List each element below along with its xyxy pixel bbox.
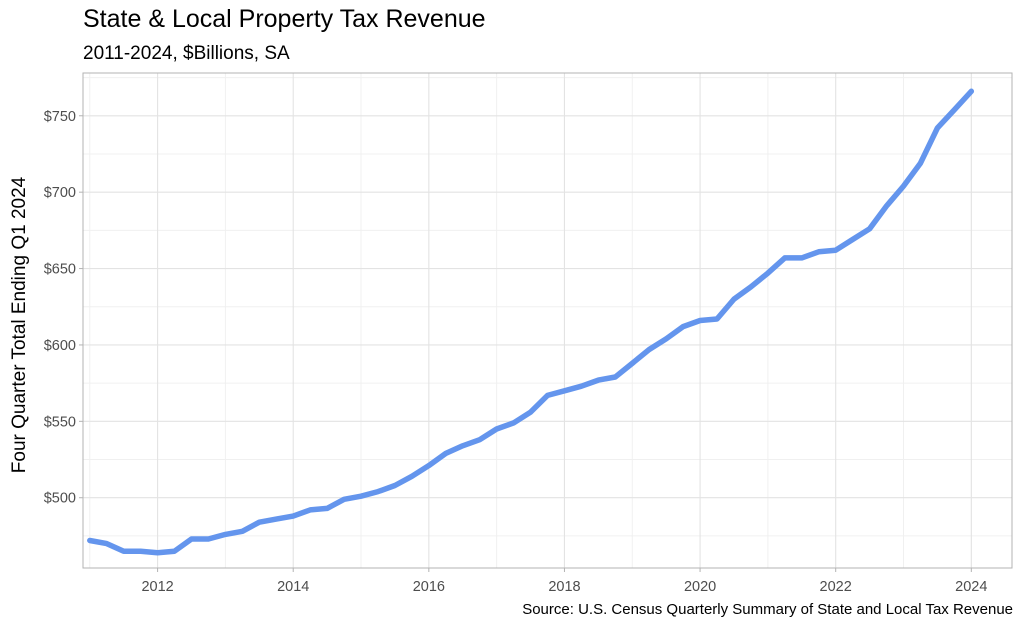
- x-tick-label: 2022: [820, 579, 852, 595]
- x-tick-label: 2014: [277, 579, 309, 595]
- y-tick-label: $600: [44, 338, 76, 354]
- x-tick-label: 2016: [413, 579, 445, 595]
- grid: [83, 73, 1012, 568]
- y-tick-label: $700: [44, 185, 76, 201]
- y-tick-label: $750: [44, 109, 76, 125]
- y-tick-label: $650: [44, 262, 76, 278]
- x-tick-label: 2012: [141, 579, 173, 595]
- plot-panel-border: [82, 72, 1013, 569]
- y-tick-label: $550: [44, 414, 76, 430]
- x-tick-label: 2020: [684, 579, 716, 595]
- chart-title: State & Local Property Tax Revenue: [83, 5, 486, 33]
- source-caption: Source: U.S. Census Quarterly Summary of…: [522, 601, 1013, 618]
- x-axis-ticks: 2012 2014 2016 2018 2020 2022 2024: [141, 568, 987, 595]
- series-layer: [87, 88, 975, 556]
- x-tick-label: 2018: [548, 579, 580, 595]
- chart-subtitle: 2011-2024, $Billions, SA: [83, 43, 290, 64]
- series-line: [87, 88, 975, 556]
- x-tick-label: 2024: [955, 579, 987, 595]
- y-axis-ticks: $500 $550 $600 $650 $700 $750: [44, 109, 83, 507]
- y-tick-label: $500: [44, 491, 76, 507]
